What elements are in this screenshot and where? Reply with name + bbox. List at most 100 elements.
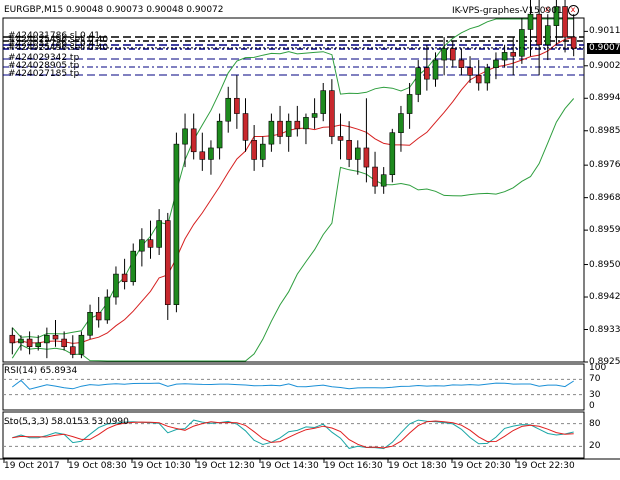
candle-body — [398, 113, 404, 133]
time-axis-label: 19 Oct 20:30 — [452, 461, 511, 471]
candle-body — [104, 296, 111, 321]
candle-body — [78, 334, 85, 355]
rsi-pane-border — [2, 363, 585, 411]
candle-body — [553, 6, 560, 26]
rsi-label: RSI(14) 65.8934 — [4, 366, 78, 376]
candle-body — [536, 13, 542, 46]
candle-body — [570, 36, 577, 49]
candle-body — [35, 342, 42, 348]
candle-body — [311, 113, 318, 118]
candle-body — [277, 120, 283, 137]
stochastic-axis-label: 20 — [589, 441, 601, 452]
main-pane-border — [2, 17, 585, 363]
rsi-axis-label: 100 — [589, 363, 607, 373]
candle-body — [337, 136, 344, 141]
time-axis-label: 19 Oct 18:30 — [388, 461, 447, 471]
order-label: #424025496 sell 0.40 — [8, 35, 109, 45]
price-axis-label: 0.89505 — [589, 259, 620, 270]
candle-body — [44, 334, 50, 344]
current-price-tag: 0.90072 — [587, 42, 620, 54]
rsi-line — [11, 379, 574, 390]
candle-body — [294, 120, 301, 130]
indicator-name-text: IK-VPS-graphes-V150901 — [452, 6, 563, 16]
order-label: #424031786 sl 0.41 — [8, 39, 101, 49]
candle-body — [251, 140, 257, 160]
stochastic-pane-border — [2, 411, 585, 459]
candle-body — [87, 312, 93, 336]
stochastic-signal-line — [12, 420, 574, 449]
candle-body — [61, 338, 67, 348]
rsi-axis-label: 0 — [589, 401, 595, 411]
price-axis-label: 0.89855 — [589, 125, 620, 136]
candle-body — [320, 90, 327, 114]
candle-body — [303, 117, 309, 130]
candle-body — [208, 147, 214, 160]
candle-body — [329, 90, 335, 137]
candle-body — [562, 6, 568, 38]
candle-body — [130, 250, 137, 283]
candle-body — [389, 132, 396, 176]
candle-body — [501, 52, 508, 61]
time-axis-label: 19 Oct 14:30 — [260, 461, 319, 471]
candle-body — [216, 120, 223, 149]
time-axis-label: 19 Oct 2017 — [4, 461, 60, 471]
candle-body — [354, 147, 361, 160]
candle-body — [147, 239, 154, 248]
candle-body — [415, 67, 422, 95]
stochastic-label: Sto(5,3,3) 58.0153 53.0990 — [4, 417, 129, 427]
candle-body — [510, 52, 517, 57]
price-axis-label: 0.90025 — [589, 60, 620, 71]
candle-body — [69, 346, 76, 355]
price-axis-label: 0.89335 — [589, 324, 620, 335]
candle-body — [268, 120, 275, 145]
candle-body — [380, 174, 387, 187]
bollinger-lower-line — [11, 98, 575, 362]
candle-body — [259, 143, 266, 160]
rsi-axis-label: 30 — [589, 389, 601, 400]
candle-body — [544, 25, 551, 46]
candle-body — [225, 97, 232, 122]
candle-body — [9, 334, 16, 344]
price-axis-label: 0.89595 — [589, 225, 620, 236]
candle-body — [18, 338, 24, 344]
candle-body — [467, 67, 473, 76]
price-axis-label: 0.89765 — [589, 160, 620, 171]
symbol-info: EURGBP,M15 0.90048 0.90073 0.90048 0.900… — [4, 5, 224, 15]
candle-body — [484, 67, 491, 84]
order-label: #424029342 tp — [8, 53, 80, 63]
candle-body — [113, 273, 119, 298]
candle-body — [164, 220, 171, 305]
candle-body — [190, 128, 197, 153]
order-label: #424028905 tp — [8, 61, 80, 71]
time-axis-label: 19 Oct 12:30 — [196, 461, 255, 471]
trade-marker: x — [545, 5, 550, 14]
time-axis-label: 19 Oct 16:30 — [324, 461, 383, 471]
candle-body — [449, 48, 456, 61]
candle-body — [121, 273, 128, 283]
moving-average-line — [12, 37, 574, 344]
candle-body — [139, 239, 145, 252]
candle-body — [372, 166, 378, 187]
candle-body — [199, 151, 206, 160]
smiley-icon — [567, 5, 579, 16]
candle-body — [182, 128, 188, 145]
candle-body — [424, 67, 430, 80]
order-label: #424031786 sl 0.41 — [8, 31, 101, 41]
order-label: #424027185 tp — [8, 69, 80, 79]
candle-body — [432, 59, 439, 80]
candle-body — [458, 59, 465, 68]
candle-body — [285, 120, 292, 137]
candle-body — [519, 29, 525, 57]
order-label: #424025496 sell 0.40 — [8, 43, 109, 53]
indicator-name: IK-VPS-graphes-V150901 — [452, 5, 579, 17]
time-axis-label: 19 Oct 10:30 — [132, 461, 191, 471]
candle-body — [173, 143, 180, 305]
stochastic-axis-label: 80 — [589, 418, 601, 429]
price-axis-label: 0.90115 — [589, 26, 620, 37]
